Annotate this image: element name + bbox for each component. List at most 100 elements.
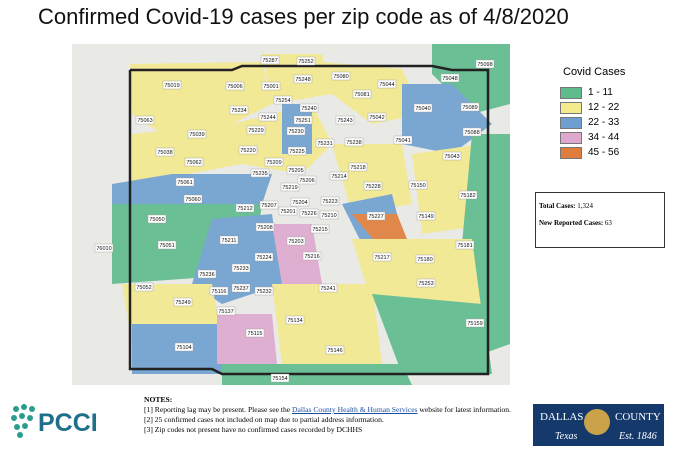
- zip-label-box: [286, 126, 306, 136]
- zip-label: 75088: [462, 127, 482, 137]
- zip-label-box: [254, 286, 274, 296]
- zip-label: 75226: [299, 208, 319, 218]
- zip-label-box: [440, 73, 460, 83]
- county-boundary: [128, 64, 490, 376]
- zip-label: 75217: [372, 252, 392, 262]
- zip-label-box: [255, 222, 275, 232]
- zip-label: 75043: [442, 151, 462, 161]
- zip-label: 75223: [320, 196, 340, 206]
- zip-label-text: 75209: [266, 160, 281, 166]
- zip-label-text: 75220: [240, 148, 255, 154]
- zip-label-text: 75052: [136, 285, 151, 291]
- zip-label-text: 75204: [292, 200, 307, 206]
- zip-label-box: [372, 252, 392, 262]
- zip-label: 75154: [270, 373, 290, 383]
- note-link[interactable]: Dallas County Health & Human Services: [292, 405, 418, 414]
- zip-label-box: [219, 235, 239, 245]
- legend-item: 12 - 22: [560, 100, 625, 115]
- zip-label-box: [260, 55, 280, 65]
- zip-label-text: 75211: [222, 238, 237, 244]
- zip-label-box: [155, 147, 175, 157]
- zip-label: 75227: [366, 211, 386, 221]
- county-seal: [584, 409, 610, 435]
- zip-label: 75159: [465, 318, 485, 328]
- zip-label: 75241: [318, 283, 338, 293]
- zip-label-text: 75210: [321, 213, 336, 219]
- zip-label: 75218: [348, 162, 368, 172]
- zip-label-text: 75062: [186, 160, 201, 166]
- zip-label-box: [225, 81, 245, 91]
- zip-label-text: 75098: [477, 62, 492, 68]
- zip-label: 75001: [261, 81, 281, 91]
- zip-labels: 75287 75252 75098 75248 75080 75048 75019 75006…: [94, 55, 495, 383]
- zip-label-text: 75040: [415, 106, 430, 112]
- zip-label: 75180: [415, 254, 435, 264]
- note: [2] 25 confirmed cases not included on m…: [144, 415, 384, 424]
- zip-label-text: 75182: [460, 193, 475, 199]
- zip-label: 75225: [287, 146, 307, 156]
- zip-label-text: 75203: [288, 239, 303, 245]
- zip-label-box: [278, 206, 298, 216]
- zip-label-text: 75219: [282, 185, 297, 191]
- note-text: [1] Reporting lag may be present. Please…: [144, 405, 293, 414]
- zip-label-box: [261, 81, 281, 91]
- zip-label-text: 75051: [159, 243, 174, 249]
- zip-label: 75251: [293, 115, 313, 125]
- zip-label: 75115: [245, 328, 265, 338]
- stats-box: Total Cases: 1,324 New Reported Cases: 63: [535, 192, 665, 248]
- zip-label: 75215: [310, 224, 330, 234]
- zip-label: 75201: [278, 206, 298, 216]
- zip-label-text: 75080: [333, 74, 348, 80]
- zip-label-text: 75223: [322, 199, 337, 205]
- zip-label-box: [320, 196, 340, 206]
- zip-label-box: [216, 306, 236, 316]
- stat: New Reported Cases: 63: [539, 219, 612, 227]
- zip-label-text: 75233: [233, 266, 248, 272]
- zip-label: 75041: [393, 135, 413, 145]
- stat-label: Total Cases:: [539, 202, 576, 210]
- zip-label: 75244: [258, 112, 278, 122]
- zip-label: 75042: [367, 112, 387, 122]
- zip-label-text: 75231: [317, 141, 332, 147]
- zip-label-text: 75063: [137, 118, 152, 124]
- zip-label-box: [455, 240, 475, 250]
- stat: Total Cases: 1,324: [539, 202, 593, 210]
- zip-label-text: 75001: [263, 84, 278, 90]
- legend-item: 34 - 44: [560, 130, 625, 145]
- zip-label-text: 75287: [262, 58, 277, 64]
- zip-label-text: 75081: [354, 92, 369, 98]
- zip-label-box: [416, 278, 436, 288]
- zip-label-box: [465, 318, 485, 328]
- zip-label-box: [344, 137, 364, 147]
- zip-label-box: [315, 138, 335, 148]
- zip-label: 75210: [319, 210, 339, 220]
- zip-label-text: 75240: [301, 106, 316, 112]
- zip-label: 75063: [135, 115, 155, 125]
- zip-label-box: [173, 297, 193, 307]
- zip-label-text: 75237: [233, 286, 248, 292]
- zip-label: 75061: [175, 177, 195, 187]
- legend-swatch: [560, 116, 582, 129]
- zip-label-box: [293, 115, 313, 125]
- zip-label: 75252: [296, 56, 316, 66]
- zip-label: 75205: [286, 165, 306, 175]
- zip-label-box: [366, 211, 386, 221]
- zip-label-box: [293, 74, 313, 84]
- county-text: COUNTY: [615, 411, 661, 423]
- zip-label-box: [231, 283, 251, 293]
- zip-label: 75224: [254, 252, 274, 262]
- zip-label-box: [250, 168, 270, 178]
- zip-label-box: [209, 286, 229, 296]
- zip-label-text: 75116: [212, 289, 227, 295]
- zip-label: 75098: [475, 59, 495, 69]
- zip-label: 75207: [259, 200, 279, 210]
- zip-label-box: [290, 197, 310, 207]
- zip-label: 75219: [280, 182, 300, 192]
- zip-label-box: [475, 59, 495, 69]
- zip-label: 75149: [416, 211, 436, 221]
- county-text: Texas: [555, 431, 578, 442]
- zip-label-box: [319, 210, 339, 220]
- zip-label-text: 75181: [457, 243, 472, 249]
- zip-label: 75229: [246, 125, 266, 135]
- county-text: DALLAS: [540, 411, 584, 423]
